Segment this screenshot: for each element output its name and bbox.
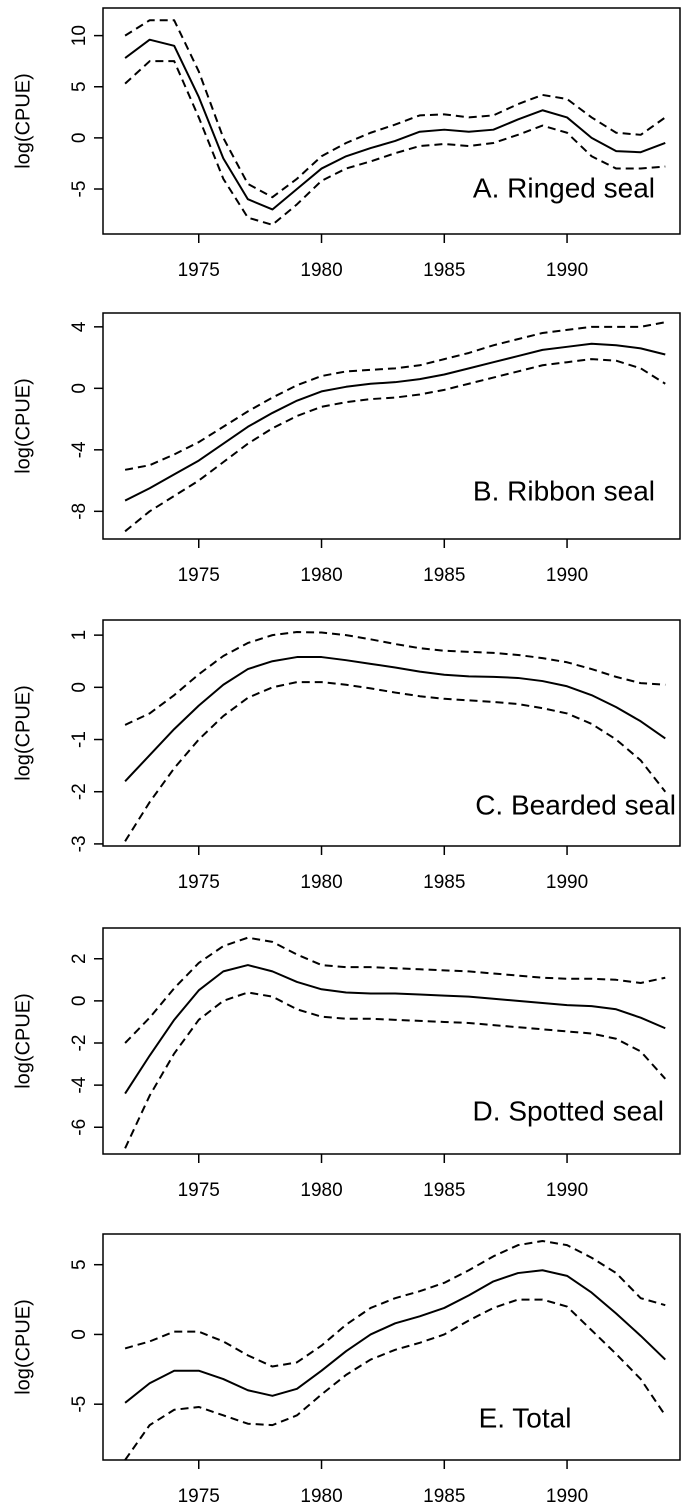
- y-tick-label: -6: [69, 1119, 90, 1136]
- y-tick-label: -5: [69, 181, 90, 198]
- y-tick-label: -2: [69, 783, 90, 800]
- fit-line: [124, 656, 666, 782]
- x-tick-label: 1980: [300, 872, 342, 893]
- plot-frame: [102, 619, 681, 847]
- y-tick-label: 0: [69, 1329, 90, 1340]
- fit-line: [124, 964, 666, 1095]
- confidence-line: [124, 19, 666, 199]
- y-tick-label: -3: [69, 835, 90, 852]
- confidence-line: [124, 358, 666, 533]
- y-tick-label: -2: [69, 1035, 90, 1052]
- annotation: D. Spotted seal: [473, 1095, 664, 1126]
- confidence-line: [124, 321, 666, 471]
- y-tick-label: -1: [69, 731, 90, 748]
- y-tick-label: 0: [69, 682, 90, 693]
- x-tick-label: 1980: [300, 260, 342, 281]
- x-tick-label: 1990: [546, 1180, 588, 1201]
- confidence-line: [124, 1298, 667, 1461]
- confidence-line: [124, 60, 666, 226]
- y-tick-label: -5: [69, 1396, 90, 1413]
- y-axis-label: log(CPUE): [12, 1299, 34, 1395]
- x-tick-label: 1980: [300, 1486, 342, 1507]
- plot-frame: [102, 7, 681, 235]
- annotation: A. Ringed seal: [473, 172, 655, 203]
- y-tick-label: 5: [69, 1259, 90, 1270]
- annotation: E. Total: [479, 1402, 572, 1433]
- x-tick-label: 1985: [423, 260, 465, 281]
- x-tick-label: 1990: [546, 565, 588, 586]
- y-tick-label: 2: [69, 953, 90, 964]
- x-tick-label: 1975: [178, 872, 220, 893]
- x-tick-label: 1980: [300, 1180, 342, 1201]
- plot-frame: [102, 312, 681, 540]
- y-tick-label: -4: [69, 1076, 90, 1093]
- confidence-line: [124, 631, 666, 726]
- plot-frame: [102, 927, 681, 1155]
- x-tick-label: 1975: [178, 565, 220, 586]
- x-tick-label: 1990: [546, 1486, 588, 1507]
- confidence-line: [124, 936, 666, 1044]
- x-tick-label: 1975: [178, 260, 220, 281]
- confidence-line: [124, 991, 667, 1149]
- y-tick-label: 10: [69, 25, 90, 46]
- x-tick-label: 1980: [300, 565, 342, 586]
- y-tick-label: 5: [69, 81, 90, 92]
- y-tick-label: 0: [69, 383, 90, 394]
- plot-frame: [102, 1233, 681, 1461]
- x-tick-label: 1985: [423, 565, 465, 586]
- annotation: C. Bearded seal: [475, 789, 676, 820]
- fit-line: [124, 1269, 666, 1404]
- x-tick-label: 1990: [546, 260, 588, 281]
- y-tick-label: 0: [69, 133, 90, 144]
- x-tick-label: 1990: [546, 872, 588, 893]
- x-tick-label: 1985: [423, 1180, 465, 1201]
- annotation: B. Ribbon seal: [473, 475, 655, 506]
- y-tick-label: -4: [69, 441, 90, 458]
- confidence-line: [124, 1239, 666, 1368]
- confidence-line: [124, 681, 667, 842]
- y-axis-label: log(CPUE): [12, 993, 34, 1089]
- y-axis-label: log(CPUE): [12, 685, 34, 781]
- x-tick-label: 1975: [178, 1486, 220, 1507]
- y-tick-label: 0: [69, 996, 90, 1007]
- y-tick-label: 1: [69, 630, 90, 641]
- x-tick-label: 1985: [423, 872, 465, 893]
- y-axis-label: log(CPUE): [12, 378, 34, 474]
- fit-line: [124, 342, 666, 502]
- y-tick-label: 4: [69, 321, 90, 332]
- fit-line: [124, 38, 666, 211]
- x-tick-label: 1975: [178, 1180, 220, 1201]
- y-tick-label: -8: [69, 503, 90, 520]
- y-axis-label: log(CPUE): [12, 73, 34, 169]
- x-tick-label: 1985: [423, 1486, 465, 1507]
